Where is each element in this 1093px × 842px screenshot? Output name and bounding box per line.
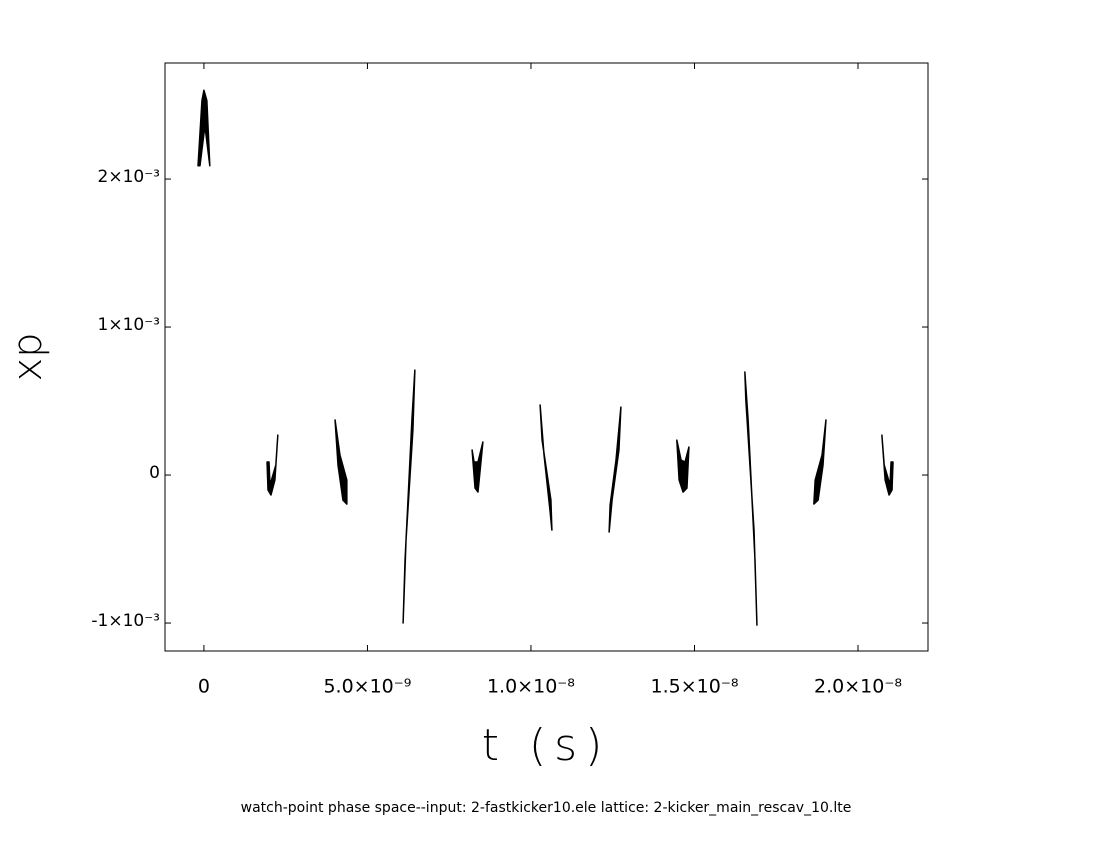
x-tick-label: 0 (198, 676, 210, 698)
particle-cloud (744, 371, 758, 626)
x-tick-label: 1.0×10⁻⁸ (487, 676, 575, 698)
particle-cloud (676, 439, 690, 493)
x-axis-label: t (s) (482, 720, 611, 771)
particle-cloud (539, 404, 553, 531)
y-tick-label: 2×10⁻³ (98, 167, 160, 187)
particle-cloud (402, 369, 416, 624)
chart-title: watch-point phase space--input: 2-fastki… (241, 800, 852, 816)
y-axis-label: xp (5, 332, 51, 381)
y-tick-label: 1×10⁻³ (98, 315, 160, 335)
particle-cloud (608, 406, 622, 533)
y-tick-label: 0 (149, 463, 160, 483)
particle-cloud (881, 434, 894, 496)
particle-cloud (266, 434, 279, 496)
particle-cloud (813, 419, 827, 505)
y-tick-label: -1×10⁻³ (91, 611, 160, 631)
particle-cloud (471, 441, 484, 493)
x-tick-label: 1.5×10⁻⁸ (651, 676, 739, 698)
particle-cloud (334, 419, 348, 505)
plot-frame (164, 62, 929, 652)
x-tick-label: 2.0×10⁻⁸ (814, 676, 902, 698)
x-tick-label: 5.0×10⁻⁹ (323, 676, 411, 698)
particle-cloud (197, 89, 211, 167)
